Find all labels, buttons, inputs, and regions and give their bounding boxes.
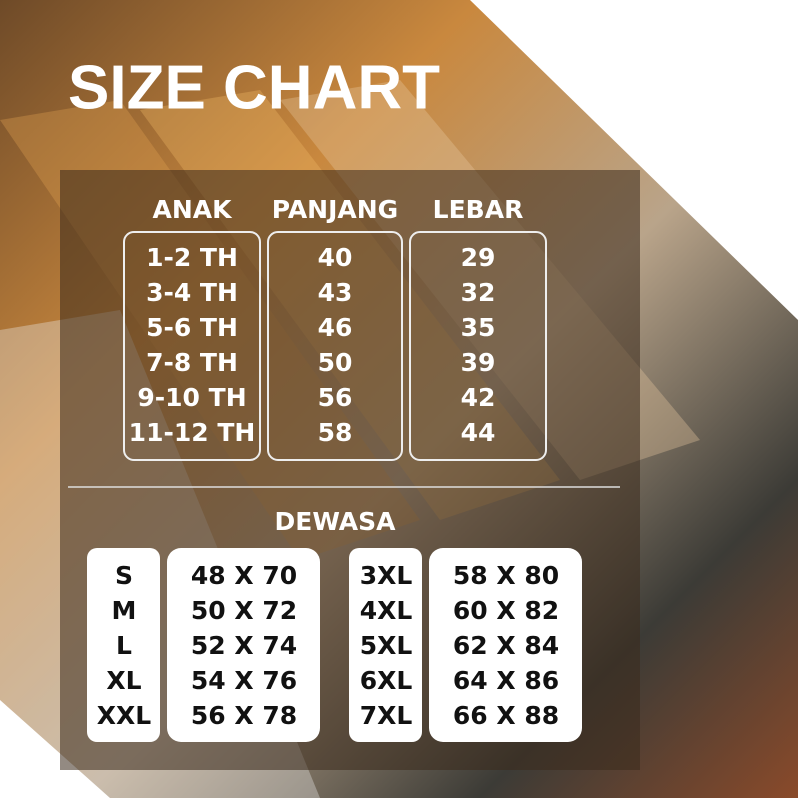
kid-cell: 46 [318,313,353,342]
kid-cell: 50 [318,348,353,377]
kid-cell: 39 [461,348,496,377]
kid-cell: 43 [318,278,353,307]
kid-cell: 35 [461,313,496,342]
adult-cell: XXL [97,701,152,730]
adult-cell: 60 X 82 [453,596,559,625]
kid-cell: 32 [461,278,496,307]
kid-cell: 29 [461,243,496,272]
kid-cell: 5-6 TH [146,313,238,342]
column-header: PANJANG [272,195,398,224]
kid-cell: 1-2 TH [146,243,238,272]
kid-cell: 11-12 TH [129,418,256,447]
kid-cell: 44 [461,418,496,447]
column-header: LEBAR [433,195,524,224]
adult-cell: 58 X 80 [453,561,559,590]
title: SIZE CHART [68,53,440,122]
corner-bottom [0,700,110,798]
kid-cell: 3-4 TH [146,278,238,307]
adult-cell: L [116,631,132,660]
adult-cell: 54 X 76 [191,666,297,695]
kid-cell: 42 [461,383,496,412]
adult-cell: 66 X 88 [453,701,559,730]
kid-cell: 56 [318,383,353,412]
kid-cell: 9-10 TH [137,383,246,412]
adult-cell: 3XL [360,561,413,590]
adult-cell: 4XL [360,596,413,625]
adult-cell: 56 X 78 [191,701,297,730]
kid-cell: 40 [318,243,353,272]
adult-cell: 48 X 70 [191,561,297,590]
adult-cell: S [115,561,133,590]
adult-boxes [87,548,582,742]
adult-cell: 50 X 72 [191,596,297,625]
kid-cell: 7-8 TH [146,348,238,377]
adult-cell: XL [106,666,141,695]
adult-cell: 62 X 84 [453,631,559,660]
kid-cell: 58 [318,418,353,447]
adult-cell: 6XL [360,666,413,695]
adult-title: DEWASA [275,507,397,536]
kid-boxes [123,231,547,461]
adult-cell: 64 X 86 [453,666,559,695]
adult-cell: 52 X 74 [191,631,297,660]
adult-cell: M [112,596,137,625]
corner-top [470,0,798,320]
adult-cell: 5XL [360,631,413,660]
column-header: ANAK [153,195,234,224]
adult-cell: 7XL [360,701,413,730]
